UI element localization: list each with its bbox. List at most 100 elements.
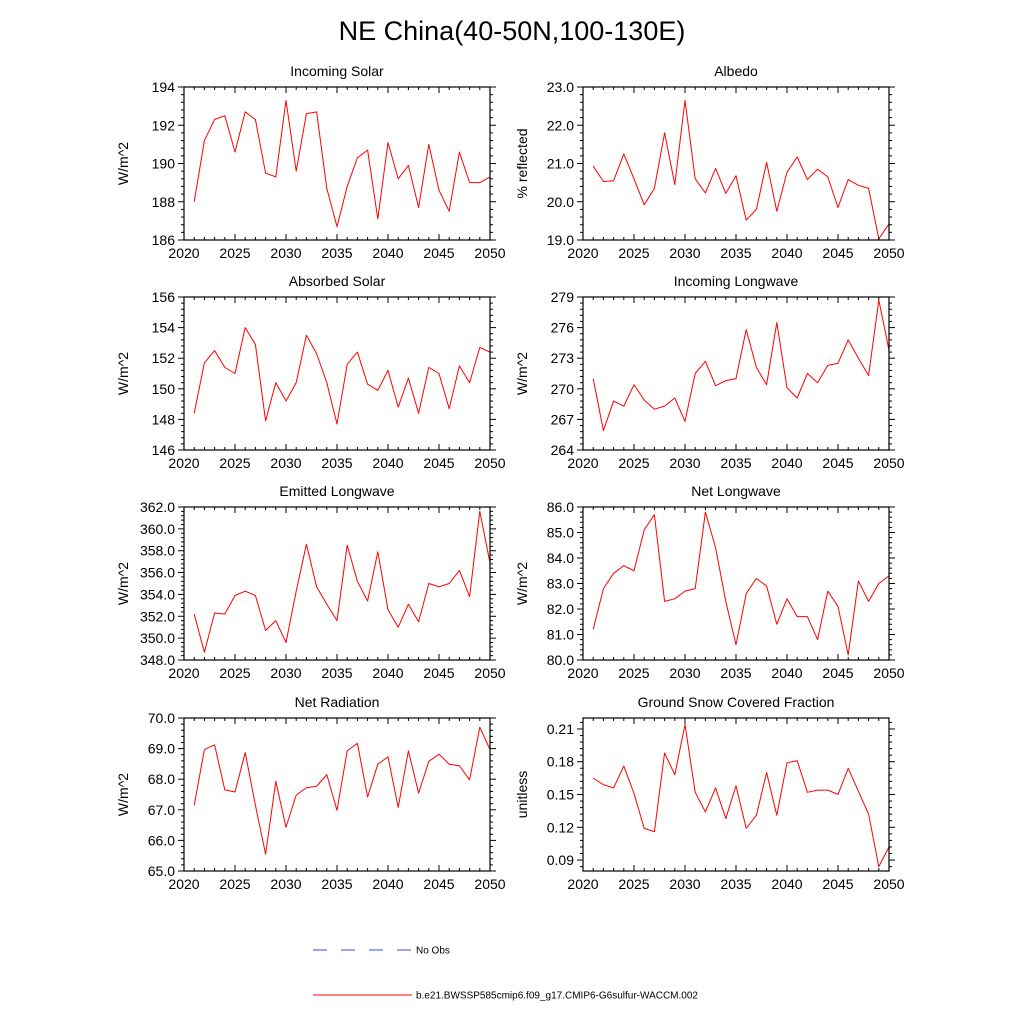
x-tick-label: 2030 (669, 245, 700, 261)
series-line (592, 299, 890, 432)
series-line (193, 510, 491, 653)
panel-absorbed-solar: Absorbed Solar W/m^2 2020 2025 2030 2035 2040 2… (115, 273, 506, 471)
x-tick-label: 2025 (219, 455, 250, 471)
y-tick-label: 154 (152, 320, 176, 336)
x-tick-label: 2040 (372, 876, 403, 892)
y-tick-label: 66.0 (148, 832, 175, 848)
x-tick-label: 2035 (321, 245, 352, 261)
x-tick-label: 2025 (618, 665, 649, 681)
y-tick-label: 356.0 (140, 565, 175, 581)
y-tick-label: 65.0 (148, 863, 175, 879)
panel-title: Albedo (714, 63, 758, 79)
y-tick-label: 19.0 (547, 232, 574, 248)
y-tick-label: 273 (551, 350, 575, 366)
x-tick-label: 2045 (822, 665, 853, 681)
y-tick-label: 81.0 (547, 627, 574, 643)
y-tick-label: 0.21 (547, 721, 574, 737)
x-tick-label: 2040 (372, 245, 403, 261)
x-tick-label: 2045 (822, 876, 853, 892)
y-tick-label: 150 (152, 381, 176, 397)
x-tick-label: 2040 (771, 455, 802, 471)
y-tick-label: 188 (152, 194, 176, 210)
panel-ground-snow-covered-fraction: Ground Snow Covered Fraction unitless 2020… (514, 694, 905, 892)
x-tick-label: 2040 (372, 665, 403, 681)
y-tick-label: 86.0 (547, 499, 574, 515)
x-tick-label: 2050 (873, 665, 904, 681)
legend-no-obs-label: No Obs (416, 946, 450, 957)
x-tick-label: 2050 (474, 665, 505, 681)
y-tick-label: 152 (152, 350, 176, 366)
y-axis-label: W/m^2 (115, 562, 131, 605)
series-line (193, 327, 491, 425)
x-tick-label: 2035 (720, 665, 751, 681)
legend: No Obs b.e21.BWSSP585cmip6.f09_g17.CMIP6… (313, 946, 698, 1002)
panel-title: Net Longwave (691, 483, 781, 499)
y-tick-label: 186 (152, 232, 176, 248)
series-line (193, 726, 491, 855)
series-line (193, 99, 491, 228)
x-tick-label: 2050 (873, 455, 904, 471)
y-tick-label: 67.0 (148, 802, 175, 818)
y-axis-label: unitless (514, 771, 530, 818)
x-tick-label: 2035 (720, 245, 751, 261)
y-tick-label: 267 (551, 411, 575, 427)
x-tick-label: 2040 (771, 876, 802, 892)
y-tick-label: 0.15 (547, 787, 574, 803)
y-axis-label: W/m^2 (514, 562, 530, 605)
y-tick-label: 22.0 (547, 117, 574, 133)
series-line (592, 724, 890, 868)
x-tick-label: 2045 (423, 665, 454, 681)
y-tick-label: 80.0 (547, 652, 574, 668)
y-tick-label: 0.12 (547, 819, 574, 835)
y-axis-label: W/m^2 (115, 142, 131, 185)
panel-net-longwave: Net Longwave W/m^2 2020 2025 2030 2035 2040 204… (514, 483, 905, 681)
panel-emitted-longwave: Emitted Longwave W/m^2 2020 2025 2030 2035 204… (115, 483, 506, 681)
y-tick-label: 352.0 (140, 608, 175, 624)
x-tick-label: 2030 (270, 876, 301, 892)
y-tick-label: 264 (551, 442, 575, 458)
panel-title: Ground Snow Covered Fraction (638, 694, 835, 710)
y-axis-label: W/m^2 (115, 352, 131, 395)
x-tick-label: 2020 (168, 665, 199, 681)
panel-title: Net Radiation (295, 694, 380, 710)
x-tick-label: 2035 (321, 665, 352, 681)
y-tick-label: 23.0 (547, 79, 574, 95)
series-line (592, 511, 890, 656)
y-tick-label: 156 (152, 289, 176, 305)
legend-model-label: b.e21.BWSSP585cmip6.f09_g17.CMIP6-G6sulf… (416, 991, 698, 1002)
x-tick-label: 2040 (372, 455, 403, 471)
y-tick-label: 83.0 (547, 576, 574, 592)
y-tick-label: 21.0 (547, 156, 574, 172)
x-tick-label: 2050 (474, 245, 505, 261)
x-tick-label: 2030 (669, 876, 700, 892)
y-tick-label: 148 (152, 411, 176, 427)
x-tick-label: 2050 (873, 876, 904, 892)
x-tick-label: 2035 (321, 876, 352, 892)
x-tick-label: 2030 (270, 455, 301, 471)
x-tick-label: 2035 (321, 455, 352, 471)
y-tick-label: 84.0 (547, 550, 574, 566)
series-line (592, 99, 890, 240)
y-tick-label: 69.0 (148, 741, 175, 757)
y-tick-label: 70.0 (148, 710, 175, 726)
y-tick-label: 0.18 (547, 754, 574, 770)
x-tick-label: 2045 (423, 245, 454, 261)
x-tick-label: 2025 (219, 665, 250, 681)
x-tick-label: 2025 (618, 245, 649, 261)
x-tick-label: 2050 (474, 876, 505, 892)
y-tick-label: 85.0 (547, 525, 574, 541)
y-tick-label: 270 (551, 381, 575, 397)
panel-incoming-solar: Incoming Solar W/m^2 2020 2025 2030 2035 2040 2… (115, 63, 506, 261)
y-tick-label: 192 (152, 117, 176, 133)
x-tick-label: 2050 (873, 245, 904, 261)
y-axis-label: W/m^2 (115, 773, 131, 816)
y-axis-label: % reflected (514, 128, 530, 198)
panel-incoming-longwave: Incoming Longwave W/m^2 2020 2025 2030 2035 20… (514, 273, 905, 471)
panel-title: Incoming Longwave (674, 273, 799, 289)
x-tick-label: 2020 (567, 245, 598, 261)
x-tick-label: 2035 (720, 876, 751, 892)
x-tick-label: 2025 (618, 455, 649, 471)
x-tick-label: 2025 (219, 876, 250, 892)
y-tick-label: 82.0 (547, 601, 574, 617)
